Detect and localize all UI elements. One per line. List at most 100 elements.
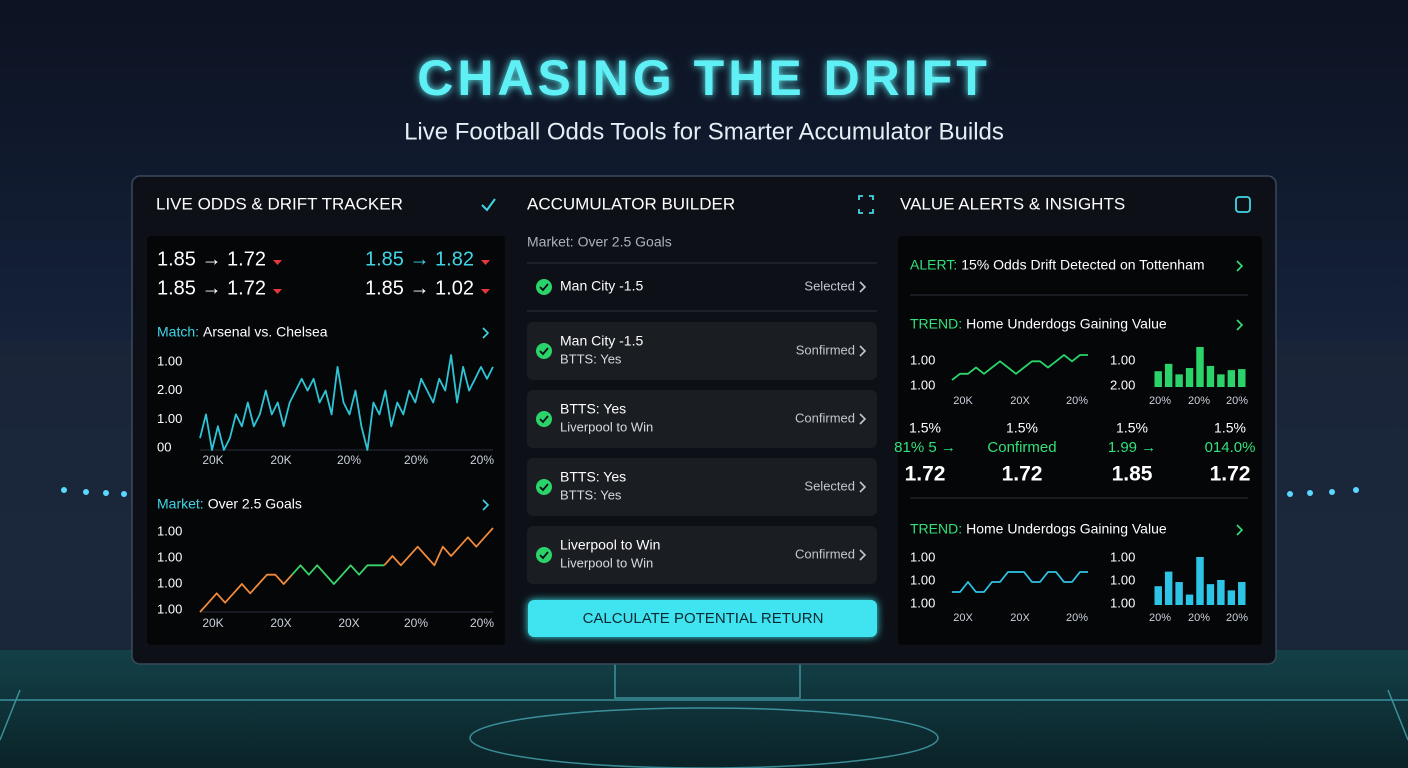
label-key: Match: [157,324,199,340]
chevron [859,481,867,493]
x-label: 20K [202,616,223,630]
x-label: 20% [404,616,428,630]
stat-percent: 1.5% [909,420,941,436]
selection-text: BTTS: Yes [560,487,622,502]
chevron [859,549,867,561]
label-text: Home Underdogs Gaining Value [966,521,1167,537]
x-label: 20% [470,453,494,467]
y-label: 1.00 [157,353,182,368]
bar [1217,579,1225,605]
odds-change: 1.85 → 1.72 [157,277,266,299]
status: Selected [804,278,855,293]
selection-text: Liverpool to Win [560,555,653,570]
bar [1154,371,1162,387]
button-label[interactable]: CALCULATE POTENTIAL RETURN [583,610,824,627]
check-mark [539,415,549,424]
x-label: 20% [1226,612,1248,624]
bar [1238,369,1246,387]
line-series [952,571,1088,593]
y-label: 00 [157,439,171,454]
y-label: 1.00 [1110,595,1135,610]
line-series [291,564,385,585]
odds-change: 1.85 → 1.82 [365,248,474,270]
chevron [859,281,867,293]
selection-card[interactable] [527,526,877,584]
frame-icon [1235,196,1251,213]
selection-text: BTTS: Yes [560,401,626,417]
status: Confirmed [795,410,855,425]
selection-text: Liverpool to Win [560,537,660,553]
line-series [199,527,494,613]
y-label: 1.00 [910,572,935,587]
x-label: 20X [338,616,359,630]
page-subtitle: Live Football Odds Tools for Smarter Acc… [404,118,1004,145]
content: CHASING THE DRIFT Live Football Odds Tool… [156,50,1255,637]
check-mark [539,551,549,560]
chevron [1236,260,1244,272]
y-label: 1.00 [910,549,935,564]
selection-text: BTTS: Yes [560,469,626,485]
calculate-button[interactable] [528,600,877,637]
bar [1206,584,1215,605]
selection-card[interactable] [527,322,877,380]
label-text: 15% Odds Drift Detected on Tottenham [961,257,1204,273]
check-mark [539,483,549,492]
y-label: 1.00 [157,523,182,538]
selection-card[interactable] [527,390,877,448]
selection-text: BTTS: Yes [560,351,622,366]
y-label: 1.00 [910,595,935,610]
check-badge [536,279,552,295]
status: Selected [804,478,855,493]
bar [1196,347,1204,387]
pitch [0,650,1408,768]
selection-card[interactable] [527,458,877,516]
check-badge [536,479,552,495]
down-arrow [480,260,490,265]
line-series [951,354,1088,381]
stat-percent: 1.5% [1214,420,1246,436]
x-label: 20% [470,616,494,630]
x-label: 20% [1149,395,1171,407]
bar [1238,582,1246,605]
panel-title: ACCUMULATOR BUILDER [527,194,735,213]
odds-change: 1.85 → 1.72 [157,248,266,270]
down-arrow [480,289,490,294]
stat-change: 014.0% [1205,439,1256,456]
bar [1196,557,1204,605]
x-label: 20X [1010,395,1030,407]
x-label: 20% [1066,395,1088,407]
label-text: Arsenal vs. Chelsea [203,324,328,340]
x-label: 20K [953,395,973,407]
selection-text: Liverpool to Win [560,419,653,434]
stat-change: 1.99 → [1108,439,1156,456]
y-label: 1.00 [1110,352,1135,367]
bar [1185,594,1194,605]
pitch-lines [0,639,1408,768]
bar [1227,370,1236,387]
panel-title: VALUE ALERTS & INSIGHTS [900,194,1125,213]
stat-odds: 1.72 [905,463,946,486]
x-label: 20K [202,453,223,467]
line-series [199,354,494,451]
x-label: 20% [1149,612,1171,624]
bar [1164,363,1173,387]
chevron [859,345,867,357]
check-mark [539,347,549,356]
status: Confirmed [795,546,855,561]
label-key: Market: [157,496,204,512]
down-arrow [272,289,282,294]
bar [1227,590,1236,605]
chevron [1236,319,1244,331]
crowd-left [0,340,140,660]
y-label: 1.00 [157,549,182,564]
tracker-box [147,236,505,645]
label-text: Over 2.5 Goals [208,496,302,512]
selection-text: Man City -1.5 [560,333,643,349]
bar [1206,365,1215,387]
x-label: 20K [270,453,291,467]
check-badge [536,343,552,359]
bar [1175,582,1183,605]
x-label: 20X [953,612,973,624]
insights-box [898,236,1262,645]
